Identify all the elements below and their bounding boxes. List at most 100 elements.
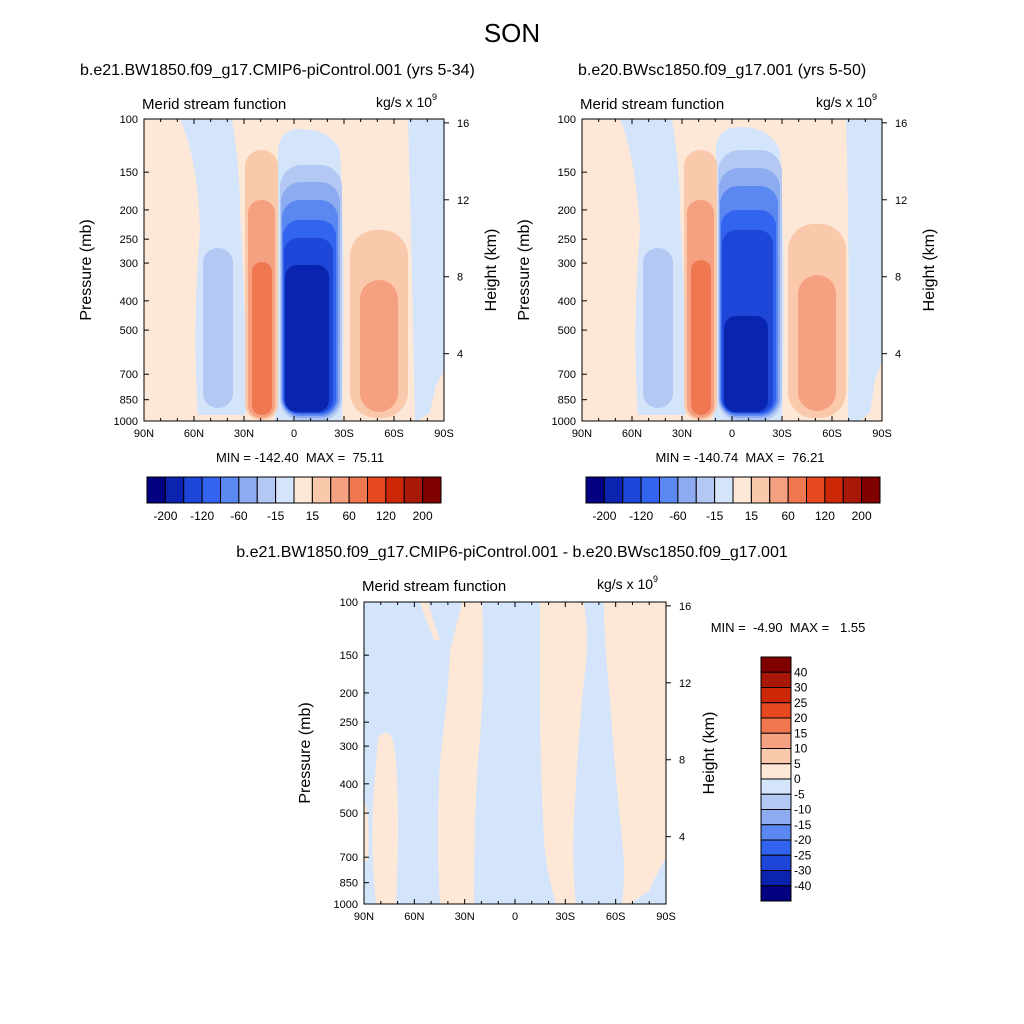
diff-y2label: Height (km): [701, 712, 718, 795]
right-colorbar-label: -200: [592, 509, 616, 523]
diff-colorbar-swatch: [760, 870, 792, 887]
right-y2label: Height (km): [921, 229, 938, 312]
right-colorbar-label: 120: [815, 509, 835, 523]
diff-xtick-label: 60S: [606, 911, 626, 923]
right-xtick-label: 30N: [672, 428, 692, 440]
right-colorbar-swatch: [824, 476, 844, 504]
diff-xtick-label: 90N: [354, 911, 374, 923]
left-colorbar-label: 15: [306, 509, 320, 523]
left-cell-north-negative-inner: [203, 248, 233, 408]
diff-colorbar-label: 20: [794, 711, 808, 725]
right-ytick-label: 200: [558, 205, 576, 217]
diff-panel-title: b.e21.BW1850.f09_g17.CMIP6-piControl.001…: [236, 544, 788, 561]
left-colorbar-swatch: [367, 476, 387, 504]
diff-colorbar-label: -25: [794, 848, 812, 862]
right-colorbar-swatch: [603, 476, 624, 504]
diff-y2tick-label: 4: [679, 832, 685, 844]
left-colorbar-swatch: [403, 476, 424, 504]
right-colorbar-label: 200: [852, 509, 872, 523]
right-ytick-label: 250: [558, 234, 576, 246]
diff-ytick-label: 850: [340, 878, 358, 890]
diff-cell-30s-positive: [540, 602, 587, 904]
right-cell-south-positive-level2: [798, 275, 836, 411]
diff-cell-30n-positive: [438, 602, 484, 904]
right-ytick-label: 100: [558, 114, 576, 126]
right-ytick-label: 300: [558, 258, 576, 270]
left-y2-axis: 16 12 8 4: [444, 118, 469, 361]
left-x-axis: 90N 60N 30N 0 30S 60S 90S: [134, 119, 454, 440]
left-y2tick-label: 16: [457, 118, 469, 130]
right-colorbar-swatch: [659, 476, 679, 504]
diff-chart-title: Merid stream function: [362, 578, 506, 595]
right-colorbar-swatch: [861, 476, 881, 504]
left-colorbar-swatch: [146, 476, 166, 504]
left-colorbar-swatch: [256, 476, 277, 504]
diff-ylabel: Pressure (mb): [297, 702, 314, 803]
right-y2tick-label: 12: [895, 195, 907, 207]
right-colorbar: -200 -120 -60 -15 15 60 120 200: [585, 476, 881, 523]
diff-ytick-label: 400: [340, 779, 358, 791]
diff-colorbar-swatch: [760, 763, 792, 780]
right-ytick-label: 500: [558, 325, 576, 337]
right-panel: Merid stream function kg/s x 109 Pressur…: [516, 92, 938, 523]
figure-title: SON: [483, 18, 541, 48]
right-ytick-label: 400: [558, 296, 576, 308]
diff-ytick-label: 250: [340, 717, 358, 729]
left-y2tick-label: 12: [457, 195, 469, 207]
diff-colorbar-label: -20: [794, 833, 812, 847]
diff-ytick-label: 200: [340, 688, 358, 700]
right-colorbar-label: -120: [629, 509, 653, 523]
right-ytick-label: 850: [558, 395, 576, 407]
left-colorbar-swatch: [348, 476, 368, 504]
right-colorbar-label: -60: [669, 509, 687, 523]
right-ytick-label: 1000: [552, 416, 576, 428]
left-colorbar-swatch: [311, 476, 332, 504]
diff-ytick-label: 100: [340, 597, 358, 609]
diff-y2-axis: 16 12 8 4: [666, 601, 691, 844]
left-xtick-label: 60S: [384, 428, 404, 440]
left-panel: Merid stream function kg/s x 109 Pressur…: [78, 92, 500, 523]
left-y-axis: 100 150 200 250 300 400 500 700 850 1000: [114, 114, 149, 428]
right-colorbar-swatch: [769, 476, 789, 504]
diff-y-axis: 100 150 200 250 300 400 500 700 850 1000: [334, 597, 369, 911]
right-cell-red-level3: [691, 260, 711, 415]
right-colorbar-label: 60: [781, 509, 795, 523]
left-ytick-label: 400: [120, 296, 138, 308]
left-ytick-label: 1000: [114, 416, 138, 428]
right-colorbar-swatch: [677, 476, 697, 504]
left-ytick-label: 500: [120, 325, 138, 337]
left-ytick-label: 700: [120, 369, 138, 381]
left-colorbar-swatch: [385, 476, 405, 504]
right-y2tick-label: 8: [895, 272, 901, 284]
diff-colorbar-label: 5: [794, 757, 801, 771]
left-ytick-label: 150: [120, 167, 138, 179]
diff-colorbar-label: 15: [794, 726, 808, 740]
right-cell-north-negative-inner: [643, 248, 673, 408]
diff-colorbar-swatch: [760, 702, 792, 719]
diff-colorbar-swatch: [760, 748, 792, 765]
diff-colorbar-swatch: [760, 839, 792, 856]
right-colorbar-swatch: [714, 476, 734, 504]
left-plot-area: [144, 119, 444, 421]
left-xtick-label: 90S: [434, 428, 454, 440]
diff-colorbar-swatch: [760, 778, 792, 795]
left-ytick-label: 100: [120, 114, 138, 126]
left-chart-title: Merid stream function: [142, 96, 286, 113]
left-ytick-label: 300: [120, 258, 138, 270]
diff-colorbar-label: -10: [794, 803, 812, 817]
right-y2tick-label: 16: [895, 118, 907, 130]
right-colorbar-label: -15: [706, 509, 724, 523]
diff-ytick-label: 150: [340, 650, 358, 662]
diff-ytick-label: 700: [340, 852, 358, 864]
diff-xtick-label: 30S: [556, 911, 576, 923]
right-y2-axis: 16 12 8 4: [882, 118, 907, 361]
right-xtick-label: 30S: [772, 428, 792, 440]
diff-xtick-label: 0: [512, 911, 518, 923]
left-cell-south-negative: [408, 119, 444, 421]
diff-patch-a: [420, 602, 440, 640]
diff-xtick-label: 30N: [455, 911, 475, 923]
right-colorbar-swatch: [787, 476, 807, 504]
right-colorbar-swatch: [842, 476, 863, 504]
diff-panel: Merid stream function kg/s x 109 Pressur…: [297, 574, 865, 923]
